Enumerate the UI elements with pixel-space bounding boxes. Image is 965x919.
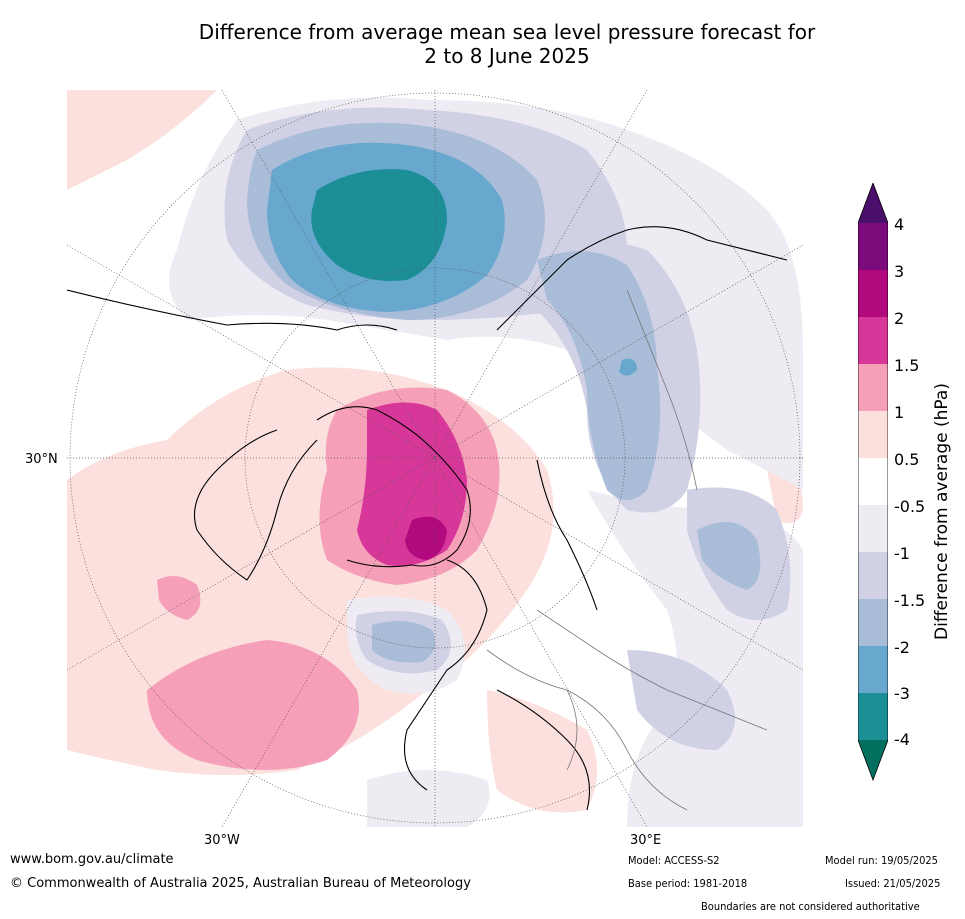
country-borders (486, 289, 768, 811)
coastlines (67, 226, 788, 811)
pressure-anomaly-map (67, 90, 803, 827)
anomaly-region-neg-1 (627, 650, 735, 750)
colorbar-segment-neg2-neg3 (858, 646, 888, 693)
graticule (67, 90, 803, 827)
map-title: Difference from average mean sea level p… (0, 20, 965, 68)
colorbar-title: Difference from average (hPa) (932, 383, 952, 640)
anomaly-region-pos-1 (157, 576, 201, 620)
copyright-text: © Commonwealth of Australia 2025, Austra… (10, 876, 471, 891)
title-line-2: 2 to 8 June 2025 (424, 44, 590, 68)
colorbar-label: -1 (894, 544, 910, 563)
anomaly-region-neg-1-5 (372, 621, 436, 663)
colorbar-segment-neutral (858, 458, 888, 505)
title-line-1: Difference from average mean sea level p… (198, 20, 816, 44)
colorbar-segment-neg1-5-neg2 (858, 599, 888, 646)
colorbar-label: 3 (894, 262, 905, 281)
colorbar-label: -1.5 (894, 591, 926, 610)
anomaly-region-neg-1-5 (537, 251, 661, 500)
anomaly-region-pos-weak (487, 690, 597, 813)
colorbar-segment-0-5-1 (858, 411, 888, 458)
colorbar-segment-3-4 (858, 223, 888, 270)
lon-label-30e: 30°E (630, 833, 662, 848)
base-period-text: Base period: 1981-2018 (628, 877, 748, 890)
colorbar (858, 183, 888, 782)
anomaly-region-neg-1-5 (697, 522, 761, 590)
colorbar-segment-1-1-5 (858, 364, 888, 411)
disclaimer-text: Boundaries are not considered authoritat… (701, 900, 920, 913)
colorbar-label: -4 (894, 730, 910, 749)
website-link[interactable]: www.bom.gov.au/climate (10, 852, 174, 867)
colorbar-label: -3 (894, 684, 910, 703)
colorbar-label: 2 (894, 309, 905, 328)
colorbar-segment-neg3-neg4 (858, 693, 888, 740)
anomaly-region-pos-2 (405, 516, 447, 560)
colorbar-label: 0.5 (894, 450, 920, 469)
colorbar-segment-1-5-2 (858, 317, 888, 364)
colorbar-label: -0.5 (894, 497, 926, 516)
lat-label-30n: 30°N (25, 452, 58, 467)
anomaly-region-pos-weak (67, 90, 217, 190)
model-run-text: Model run: 19/05/2025 (825, 854, 938, 867)
anomaly-region-neg-3 (311, 169, 447, 281)
colorbar-segment-gt4 (858, 183, 888, 223)
colorbar-label: -2 (894, 638, 910, 657)
model-text: Model: ACCESS-S2 (628, 854, 720, 867)
colorbar-segment-lt-4 (858, 740, 888, 780)
anomaly-region-neg-weak (367, 770, 490, 827)
colorbar-label: 1 (894, 403, 905, 422)
colorbar-label: 4 (894, 215, 905, 234)
colorbar-segment-neg0-5-neg1 (858, 505, 888, 552)
issued-text: Issued: 21/05/2025 (845, 877, 941, 890)
colorbar-segment-2-3 (858, 270, 888, 317)
colorbar-label: 1.5 (894, 356, 920, 375)
lon-label-30w: 30°W (204, 833, 240, 848)
anomaly-region-neg-2 (619, 358, 637, 376)
colorbar-segment-neg1-neg1-5 (858, 552, 888, 599)
